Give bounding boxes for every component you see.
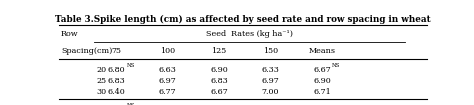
Text: NS: NS [127,63,135,68]
Text: 6.71: 6.71 [313,88,331,96]
Text: 6.97: 6.97 [159,77,176,85]
Text: Seed  Rates (kg ha⁻¹): Seed Rates (kg ha⁻¹) [206,30,293,38]
Text: Table 3.Spike length (cm) as affected by seed rate and row spacing in wheat: Table 3.Spike length (cm) as affected by… [55,15,431,24]
Text: 6.83: 6.83 [210,77,228,85]
Text: 150: 150 [263,47,278,55]
Text: 30: 30 [96,88,107,96]
Text: 6.90: 6.90 [210,66,228,74]
Text: 6.97: 6.97 [262,77,279,85]
Text: Row: Row [61,30,79,38]
Text: 20: 20 [96,66,107,74]
Text: 125: 125 [211,47,227,55]
Text: Spacing(cm): Spacing(cm) [61,47,112,55]
Text: NS: NS [127,103,135,105]
Text: 7.00: 7.00 [262,88,279,96]
Text: 6.40: 6.40 [107,88,125,96]
Text: 25: 25 [96,77,107,85]
Text: 6.67: 6.67 [313,66,331,74]
Text: Means: Means [309,47,336,55]
Text: 6.77: 6.77 [159,88,176,96]
Text: 6.80: 6.80 [108,66,125,74]
Text: NS: NS [332,63,340,68]
Text: 6.33: 6.33 [262,66,279,74]
Text: 75: 75 [111,47,121,55]
Text: 6.83: 6.83 [107,77,125,85]
Text: 6.90: 6.90 [313,77,331,85]
Text: 6.63: 6.63 [159,66,176,74]
Text: 6.67: 6.67 [210,88,228,96]
Text: 100: 100 [160,47,175,55]
